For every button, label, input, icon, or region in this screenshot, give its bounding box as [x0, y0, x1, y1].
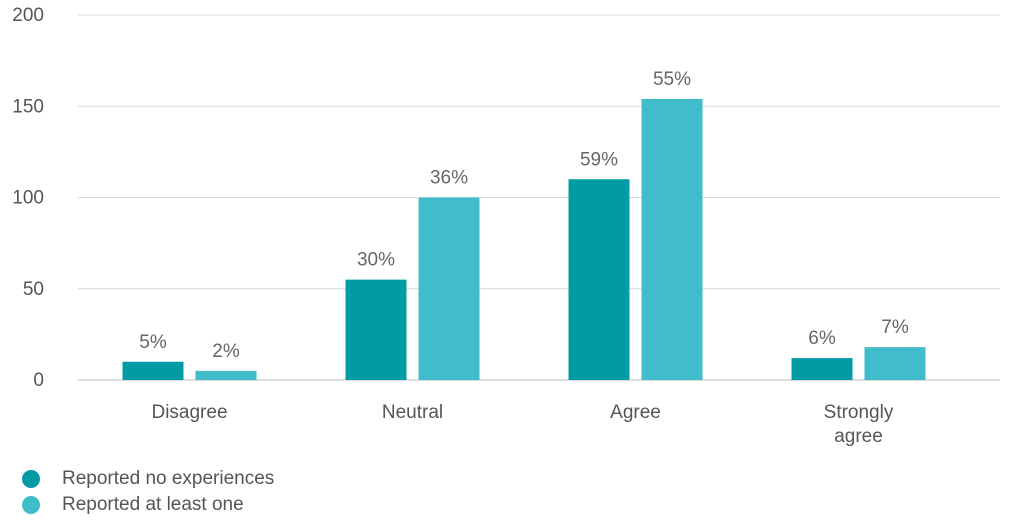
y-tick-label: 200: [12, 5, 44, 26]
y-tick-label: 50: [23, 279, 44, 300]
legend-label-0: Reported no experiences: [62, 468, 275, 489]
legend: Reported no experiences Reported at leas…: [22, 466, 274, 518]
legend-item-series-1: Reported at least one: [22, 492, 274, 518]
x-tick-label: Strongly agree: [824, 402, 894, 447]
bar-at-least-one-0: [195, 370, 257, 380]
y-tick-label: 100: [12, 188, 44, 209]
data-label: 36%: [430, 168, 468, 189]
x-axis: Disagree Neutral Agree Strongly agree: [151, 402, 893, 447]
bar-no-experiences-3: [791, 358, 853, 380]
bar-at-least-one-2: [641, 98, 703, 380]
bar-chart: 0 50 100 150 200 5% 2% 30% 36% 59% 55% 6% 7% Disagr…: [12, 5, 1000, 447]
bars: [122, 98, 926, 380]
x-tick-label: Neutral: [382, 402, 443, 423]
legend-swatch-1: [22, 496, 40, 514]
legend-item-series-0: Reported no experiences: [22, 466, 274, 492]
data-label: 2%: [212, 341, 240, 362]
data-label: 7%: [881, 317, 909, 338]
legend-swatch-0: [22, 470, 40, 488]
y-tick-label: 0: [33, 370, 44, 391]
x-tick-label: Disagree: [151, 402, 227, 423]
data-label: 5%: [139, 332, 167, 353]
data-label: 6%: [808, 328, 836, 349]
data-label: 59%: [580, 149, 618, 170]
data-labels: 5% 2% 30% 36% 59% 55% 6% 7%: [139, 69, 909, 362]
bar-at-least-one-3: [864, 347, 926, 380]
bar-at-least-one-1: [418, 197, 480, 380]
bar-no-experiences-1: [345, 279, 407, 380]
y-axis: 0 50 100 150 200: [12, 5, 44, 391]
data-label: 30%: [357, 250, 395, 271]
bar-no-experiences-2: [568, 179, 630, 380]
gridlines: [78, 14, 1000, 381]
x-tick-label: Agree: [610, 402, 661, 423]
legend-label-1: Reported at least one: [62, 494, 244, 515]
data-label: 55%: [653, 69, 691, 90]
bar-no-experiences-0: [122, 361, 184, 380]
y-tick-label: 150: [12, 96, 44, 117]
